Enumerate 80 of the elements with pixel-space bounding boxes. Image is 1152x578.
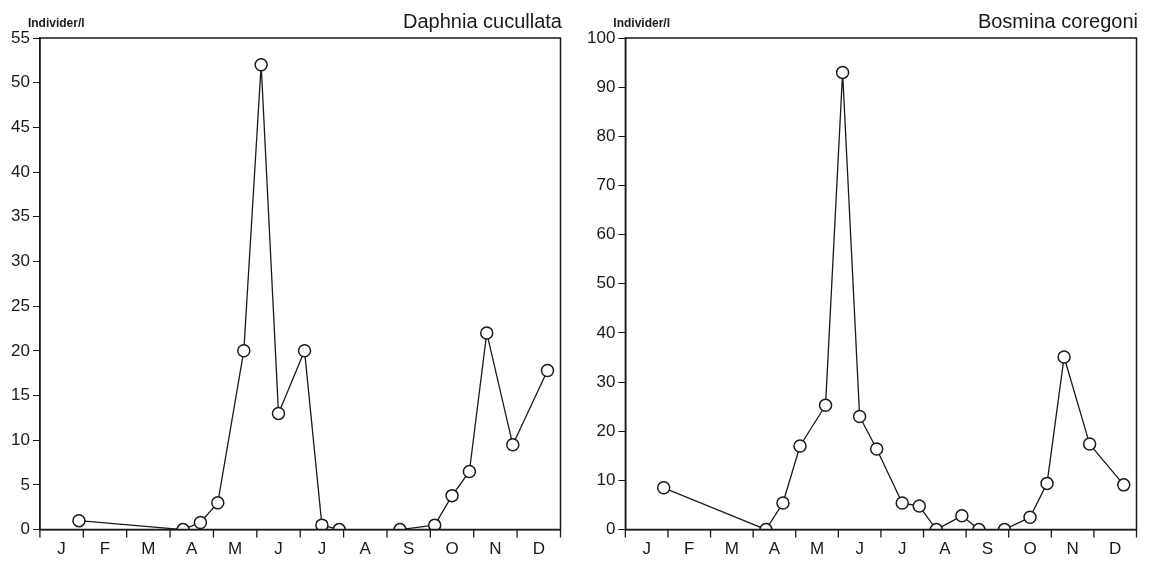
x-tick-label: O xyxy=(445,539,459,559)
y-tick-label: 30 xyxy=(10,251,30,271)
point xyxy=(72,513,86,528)
point xyxy=(540,363,555,378)
point xyxy=(955,509,969,523)
point xyxy=(271,406,286,421)
point xyxy=(1023,510,1037,525)
y-tick-label: 60 xyxy=(596,224,616,244)
x-tick-label: S xyxy=(402,539,415,559)
x-tick-label: A xyxy=(186,539,199,559)
y-tick-label: 10 xyxy=(596,470,616,490)
point xyxy=(211,496,225,510)
x-tick-label: N xyxy=(1066,539,1079,559)
y-tick-label: 0 xyxy=(605,519,616,539)
y-tick-label: 90 xyxy=(596,76,616,96)
y-tick-label: 0 xyxy=(20,519,30,539)
y-tick-label: 40 xyxy=(596,322,616,342)
y-tick-label: 5 xyxy=(20,474,30,494)
point xyxy=(895,496,909,510)
y-tick-label: 55 xyxy=(10,27,30,47)
x-tick-label: N xyxy=(489,539,502,559)
point xyxy=(852,409,867,424)
x-tick-label: J xyxy=(274,539,283,559)
y-tick-label: 30 xyxy=(596,371,616,391)
x-tick-label: J xyxy=(642,539,651,559)
x-tick-label: A xyxy=(768,539,781,559)
point xyxy=(297,344,312,358)
point xyxy=(818,398,833,412)
point xyxy=(462,464,477,479)
point xyxy=(193,515,208,530)
y-tick-label: 80 xyxy=(596,126,616,146)
y-tick-label: 50 xyxy=(10,72,30,92)
point xyxy=(506,437,520,452)
y-tick-label: 50 xyxy=(596,273,616,293)
x-tick-label: S xyxy=(981,539,994,559)
point xyxy=(427,518,442,530)
x-tick-label: M xyxy=(141,539,156,559)
y-tick-label: 35 xyxy=(10,206,30,226)
y-tick-label: 20 xyxy=(10,340,30,360)
point xyxy=(1082,437,1097,451)
x-tick-label: F xyxy=(99,539,111,559)
x-tick-label: A xyxy=(939,539,952,559)
y-tick-label: 100 xyxy=(586,27,616,47)
x-tick-label: J xyxy=(317,539,327,559)
x-tick-label: J xyxy=(855,539,864,559)
x-tick-label: J xyxy=(897,539,907,559)
x-tick-label: D xyxy=(532,539,545,559)
point xyxy=(1057,350,1071,364)
point xyxy=(1040,476,1054,491)
point xyxy=(254,58,268,72)
y-tick-label: 25 xyxy=(10,295,30,315)
x-tick-label: M xyxy=(724,539,739,559)
x-tick-label: M xyxy=(228,539,243,559)
point xyxy=(315,518,329,530)
x-tick-label: J xyxy=(57,539,66,559)
point xyxy=(835,65,850,80)
y-tick-label: 20 xyxy=(596,420,616,440)
y-tick-label: 15 xyxy=(10,385,30,405)
y-tick-label: 10 xyxy=(10,429,30,449)
point xyxy=(869,442,884,456)
chart-title: Bosmina coregoni xyxy=(977,9,1138,32)
x-tick-label: A xyxy=(359,539,372,559)
x-tick-label: M xyxy=(809,539,825,559)
point xyxy=(656,481,671,495)
point xyxy=(793,439,807,453)
point xyxy=(480,326,494,340)
point xyxy=(445,488,459,503)
point xyxy=(912,499,927,513)
y-tick-label: 70 xyxy=(596,175,616,195)
point xyxy=(776,496,790,510)
chart-title: Daphnia cucullata xyxy=(403,9,563,32)
y-tick-label: 45 xyxy=(10,117,30,137)
x-tick-label: D xyxy=(1109,539,1122,559)
point xyxy=(237,344,251,358)
x-tick-label: O xyxy=(1023,539,1037,559)
point xyxy=(1116,478,1131,492)
y-tick-label: 40 xyxy=(10,161,30,181)
x-tick-label: F xyxy=(684,539,695,559)
y-axis-title: Individer/l xyxy=(613,16,671,31)
y-axis-title: Individer/l xyxy=(27,16,85,31)
